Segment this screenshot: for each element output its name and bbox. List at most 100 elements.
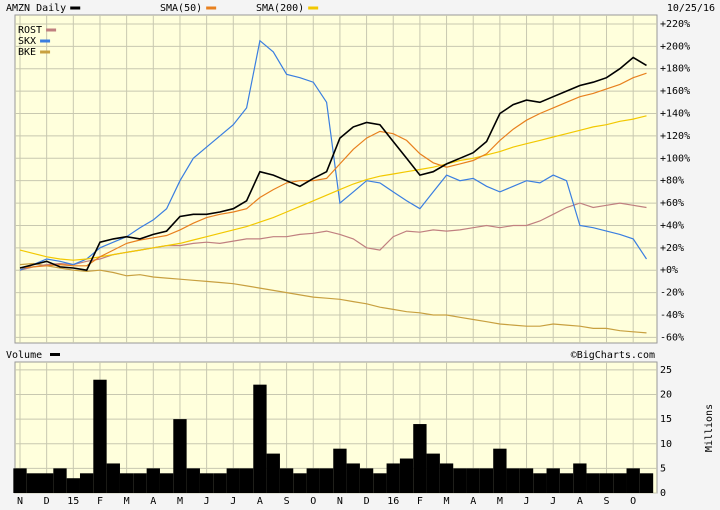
x-tick-label: O xyxy=(310,496,316,507)
bar xyxy=(253,384,267,493)
bar xyxy=(546,468,560,493)
bar xyxy=(13,468,27,493)
x-tick-label: S xyxy=(284,496,290,507)
y-tick-label: +0% xyxy=(660,265,678,276)
y-tick-label: +40% xyxy=(660,220,684,231)
legend-label: AMZN Daily xyxy=(6,3,66,14)
bar xyxy=(239,468,254,493)
x-tick-label: M xyxy=(497,496,503,507)
volume-title: Volume xyxy=(6,350,42,361)
bar xyxy=(133,473,147,493)
bar xyxy=(626,468,640,493)
bar xyxy=(53,468,67,493)
bar xyxy=(79,473,94,493)
x-tick-label: A xyxy=(257,496,263,507)
x-tick-label: F xyxy=(417,496,423,507)
bar xyxy=(493,448,507,493)
legend-label: SMA(200) xyxy=(256,3,304,14)
bar xyxy=(506,468,520,493)
bar xyxy=(479,468,494,493)
legend-label: ROST xyxy=(18,25,42,36)
bar xyxy=(399,458,414,493)
x-tick-label: 16 xyxy=(387,496,399,507)
bar xyxy=(413,424,427,493)
x-tick-label: D xyxy=(364,496,370,507)
y-tick-label: 25 xyxy=(660,365,672,376)
source: ©BigCharts.com xyxy=(571,350,655,361)
x-tick-label: A xyxy=(150,496,156,507)
bar xyxy=(426,453,440,493)
legend-swatch xyxy=(308,6,319,10)
bar xyxy=(93,379,107,493)
price-panel xyxy=(14,14,658,344)
x-tick-label: M xyxy=(124,496,130,507)
bar xyxy=(213,473,227,493)
x-tick-label: N xyxy=(17,496,23,507)
bar xyxy=(613,473,627,493)
bar xyxy=(226,468,240,493)
bar xyxy=(386,463,400,493)
x-tick-label: N xyxy=(337,496,343,507)
bar xyxy=(439,463,454,493)
legend-label: SKX xyxy=(18,36,36,47)
y-tick-label: +20% xyxy=(660,243,684,254)
bar xyxy=(306,468,320,493)
bar xyxy=(159,473,174,493)
series-line xyxy=(19,262,647,334)
y-tick-label: +60% xyxy=(660,198,684,209)
date: 10/25/16 xyxy=(667,3,715,14)
legend-swatch xyxy=(40,50,51,54)
bar xyxy=(26,473,40,493)
legend-swatch xyxy=(206,6,217,10)
x-tick-label: J xyxy=(204,496,210,507)
bar xyxy=(106,463,120,493)
bar xyxy=(346,463,360,493)
x-tick-label: J xyxy=(550,496,556,507)
y-tick-label: -20% xyxy=(660,288,684,299)
legend-swatch xyxy=(46,28,57,32)
y-tick-label: 5 xyxy=(660,463,666,474)
bar xyxy=(573,463,587,493)
bar xyxy=(119,473,134,493)
y-tick-label: +160% xyxy=(660,86,690,97)
x-tick-label: A xyxy=(577,496,583,507)
y-tick-label: +220% xyxy=(660,19,690,30)
legend-swatch xyxy=(70,6,81,10)
legend-label: SMA(50) xyxy=(160,3,202,14)
series-line xyxy=(19,56,647,272)
bar xyxy=(586,473,600,493)
bar xyxy=(373,473,387,493)
bar xyxy=(173,419,187,493)
bar xyxy=(293,473,307,493)
y-tick-label: 0 xyxy=(660,488,666,499)
x-tick-label: M xyxy=(444,496,450,507)
volume-swatch xyxy=(50,353,60,356)
bar xyxy=(39,473,54,493)
y-tick-label: -60% xyxy=(660,332,684,343)
bar xyxy=(599,473,614,493)
bar xyxy=(279,468,294,493)
bar xyxy=(66,478,80,493)
y-tick-label: +80% xyxy=(660,176,684,187)
bar xyxy=(359,468,374,493)
x-tick-label: D xyxy=(44,496,50,507)
bar xyxy=(453,468,467,493)
y-tick-label: 20 xyxy=(660,390,672,401)
x-tick-label: A xyxy=(470,496,476,507)
bar xyxy=(559,473,574,493)
y-tick-label: 15 xyxy=(660,414,672,425)
x-tick-label: M xyxy=(177,496,183,507)
bar xyxy=(266,453,280,493)
y-tick-label: +140% xyxy=(660,109,690,120)
x-tick-label: J xyxy=(524,496,530,507)
series-line xyxy=(19,72,647,269)
bar xyxy=(333,448,347,493)
x-tick-label: F xyxy=(97,496,103,507)
legend-label: BKE xyxy=(18,47,36,58)
x-tick-label: 15 xyxy=(67,496,79,507)
bar xyxy=(199,473,214,493)
bar xyxy=(466,468,480,493)
y-tick-label: +120% xyxy=(660,131,690,142)
y-tick-label: +180% xyxy=(660,64,690,75)
